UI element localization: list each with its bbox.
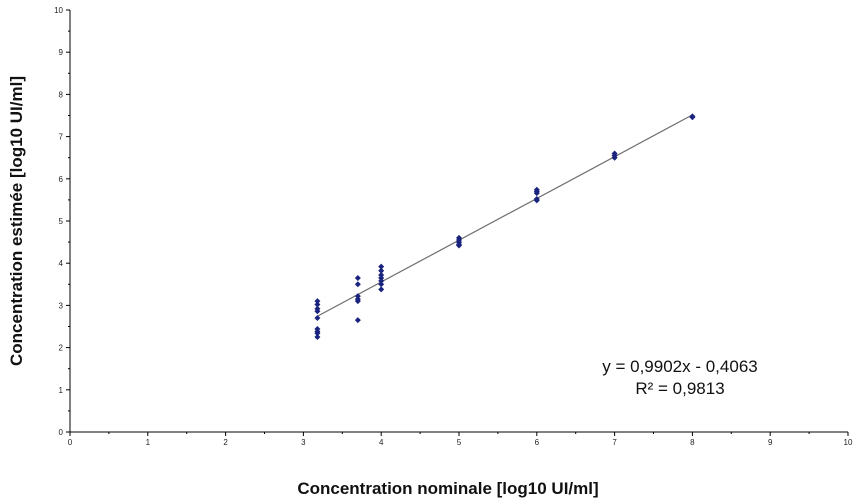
y-tick-label: 1 — [59, 386, 64, 395]
y-tick-label: 7 — [59, 133, 64, 142]
data-point-marker — [314, 301, 321, 308]
y-tick-label: 4 — [59, 259, 64, 268]
y-tick-label: 10 — [54, 6, 63, 15]
x-tick-label: 4 — [379, 438, 384, 447]
data-point-marker — [533, 197, 540, 204]
trendline — [317, 114, 693, 317]
x-tick-label: 5 — [457, 438, 462, 447]
data-point-marker — [533, 190, 540, 197]
y-tick-label: 0 — [59, 428, 64, 437]
x-tick-label: 7 — [612, 438, 617, 447]
x-tick-label: 2 — [223, 438, 228, 447]
y-tick-label: 8 — [59, 90, 64, 99]
regression-line — [317, 114, 693, 317]
data-point-marker — [378, 277, 385, 284]
y-tick-label: 5 — [59, 217, 64, 226]
data-point-marker — [314, 298, 321, 305]
data-point-marker — [354, 317, 361, 324]
x-tick-label: 3 — [301, 438, 306, 447]
y-tick-label: 9 — [59, 48, 64, 57]
data-point-marker — [314, 308, 321, 315]
data-point-marker — [456, 242, 462, 249]
x-tick-label: 10 — [844, 438, 853, 447]
x-tick-label: 1 — [146, 438, 151, 447]
x-tick-label: 8 — [690, 438, 695, 447]
data-point-marker — [354, 281, 361, 288]
y-tick-label: 3 — [59, 301, 64, 310]
data-point-marker — [314, 330, 321, 337]
data-point-marker — [689, 114, 696, 121]
data-point-marker — [354, 274, 361, 281]
data-point-marker — [314, 334, 321, 341]
x-axis-title: Concentration nominale [log10 UI/ml] — [297, 479, 598, 498]
y-tick-label: 6 — [59, 175, 64, 184]
x-tick-label: 6 — [535, 438, 540, 447]
data-point-marker — [611, 154, 618, 161]
data-point-marker — [378, 286, 385, 293]
x-tick-label: 9 — [768, 438, 773, 447]
data-point-marker — [314, 315, 321, 322]
data-point-marker — [378, 281, 385, 288]
r-squared-label: R² = 0,9813 — [635, 379, 724, 398]
data-points — [314, 113, 696, 341]
y-axis-title: Concentration estimée [log10 UI/ml] — [7, 76, 26, 366]
x-tick-label: 0 — [68, 438, 73, 447]
data-point-marker — [378, 263, 385, 270]
data-point-marker — [378, 267, 385, 274]
data-point-marker — [354, 298, 361, 305]
y-tick-label: 2 — [59, 344, 64, 353]
axis-ticks: 0 1 2 3 4 5 6 7 8 9 10 0 1 2 3 4 5 6 7 8 9 10 — [54, 6, 853, 447]
regression-equation: y = 0,9902x - 0,4063 — [602, 357, 757, 376]
